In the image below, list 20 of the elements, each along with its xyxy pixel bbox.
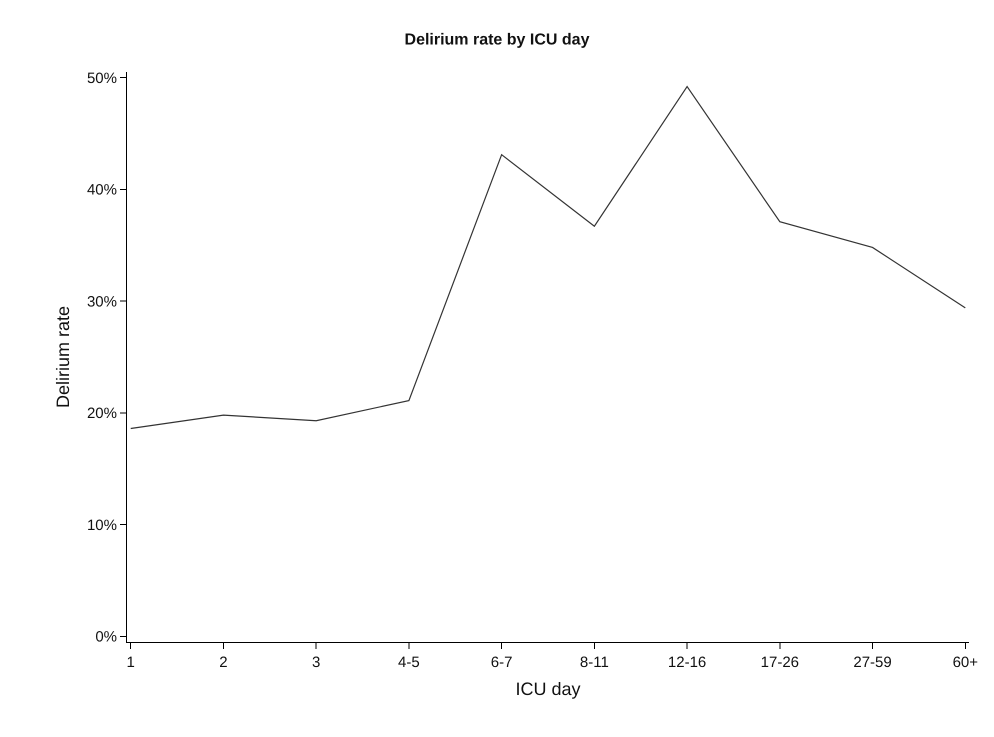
x-tick-label: 2	[219, 654, 228, 671]
y-tick-label: 40%	[86, 182, 117, 199]
y-tick-label: 10%	[86, 516, 117, 534]
x-tick-label: 3	[312, 654, 320, 671]
x-tick-label: 6-7	[490, 654, 512, 671]
y-axis-title: Delirium rate	[53, 306, 74, 408]
line-series	[130, 86, 966, 430]
x-tick-label: 60+	[952, 654, 978, 671]
chart-title: Delirium rate by ICU day	[404, 31, 590, 48]
x-tick-label: 8-11	[580, 654, 609, 671]
x-axis-title: ICU day	[515, 679, 581, 700]
y-tick-label: 0%	[95, 628, 117, 646]
x-tick-label: 12-16	[668, 654, 706, 671]
x-tick-label: 17-26	[760, 654, 800, 671]
x-tick-label: 27-59	[853, 654, 892, 671]
y-tick-label: 20%	[86, 405, 117, 422]
x-tick-label: 1	[126, 654, 135, 671]
x-tick-label: 4-5	[398, 654, 420, 671]
y-tick-label: 50%	[86, 70, 117, 87]
y-tick-label: 30%	[86, 293, 117, 310]
